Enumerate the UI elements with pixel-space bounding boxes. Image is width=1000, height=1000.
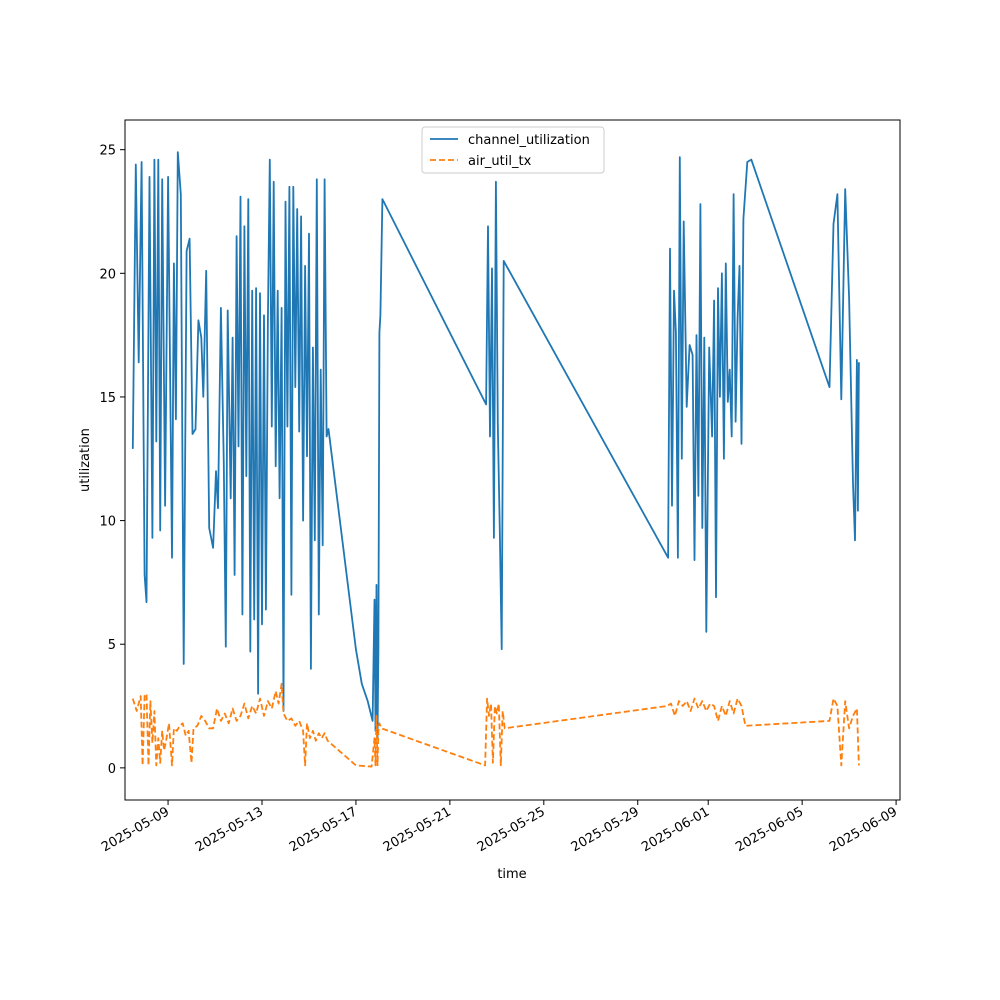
- x-tick-label: 2025-05-25: [475, 804, 548, 855]
- legend: channel_utilization air_util_tx: [421, 126, 605, 174]
- y-tick-label: 20: [99, 267, 116, 282]
- y-axis-label: utilization: [78, 428, 93, 492]
- series-line-air-util-tx: [131, 682, 860, 768]
- legend-box: [421, 126, 605, 174]
- y-tick-label: 5: [108, 638, 116, 653]
- x-tick-label: 2025-06-05: [733, 804, 806, 855]
- x-tick-label: 2025-05-29: [569, 804, 642, 855]
- y-tick-label: 0: [108, 762, 116, 777]
- y-axis: 0 5 10 15 20 25: [99, 144, 125, 777]
- y-tick-label: 10: [99, 515, 116, 530]
- legend-label-channel-utilization: channel_utilization: [468, 133, 590, 148]
- plot-frame: [124, 119, 901, 801]
- x-tick-label: 2025-05-13: [193, 804, 266, 855]
- x-tick-label: 2025-05-21: [381, 804, 454, 855]
- x-axis: 2025-05-09 2025-05-13 2025-05-17 2025-05-21…: [99, 800, 900, 855]
- x-tick-label: 2025-06-09: [827, 804, 900, 855]
- series-line-channel-utilization: [131, 151, 860, 740]
- x-tick-label: 2025-06-01: [639, 804, 712, 855]
- x-tick-label: 2025-05-17: [287, 804, 360, 855]
- y-tick-label: 15: [99, 391, 116, 406]
- series-layer: [131, 151, 860, 768]
- legend-label-air-util-tx: air_util_tx: [468, 154, 532, 169]
- x-tick-label: 2025-05-09: [99, 804, 172, 855]
- y-tick-label: 25: [99, 144, 116, 159]
- x-axis-label: time: [497, 867, 526, 882]
